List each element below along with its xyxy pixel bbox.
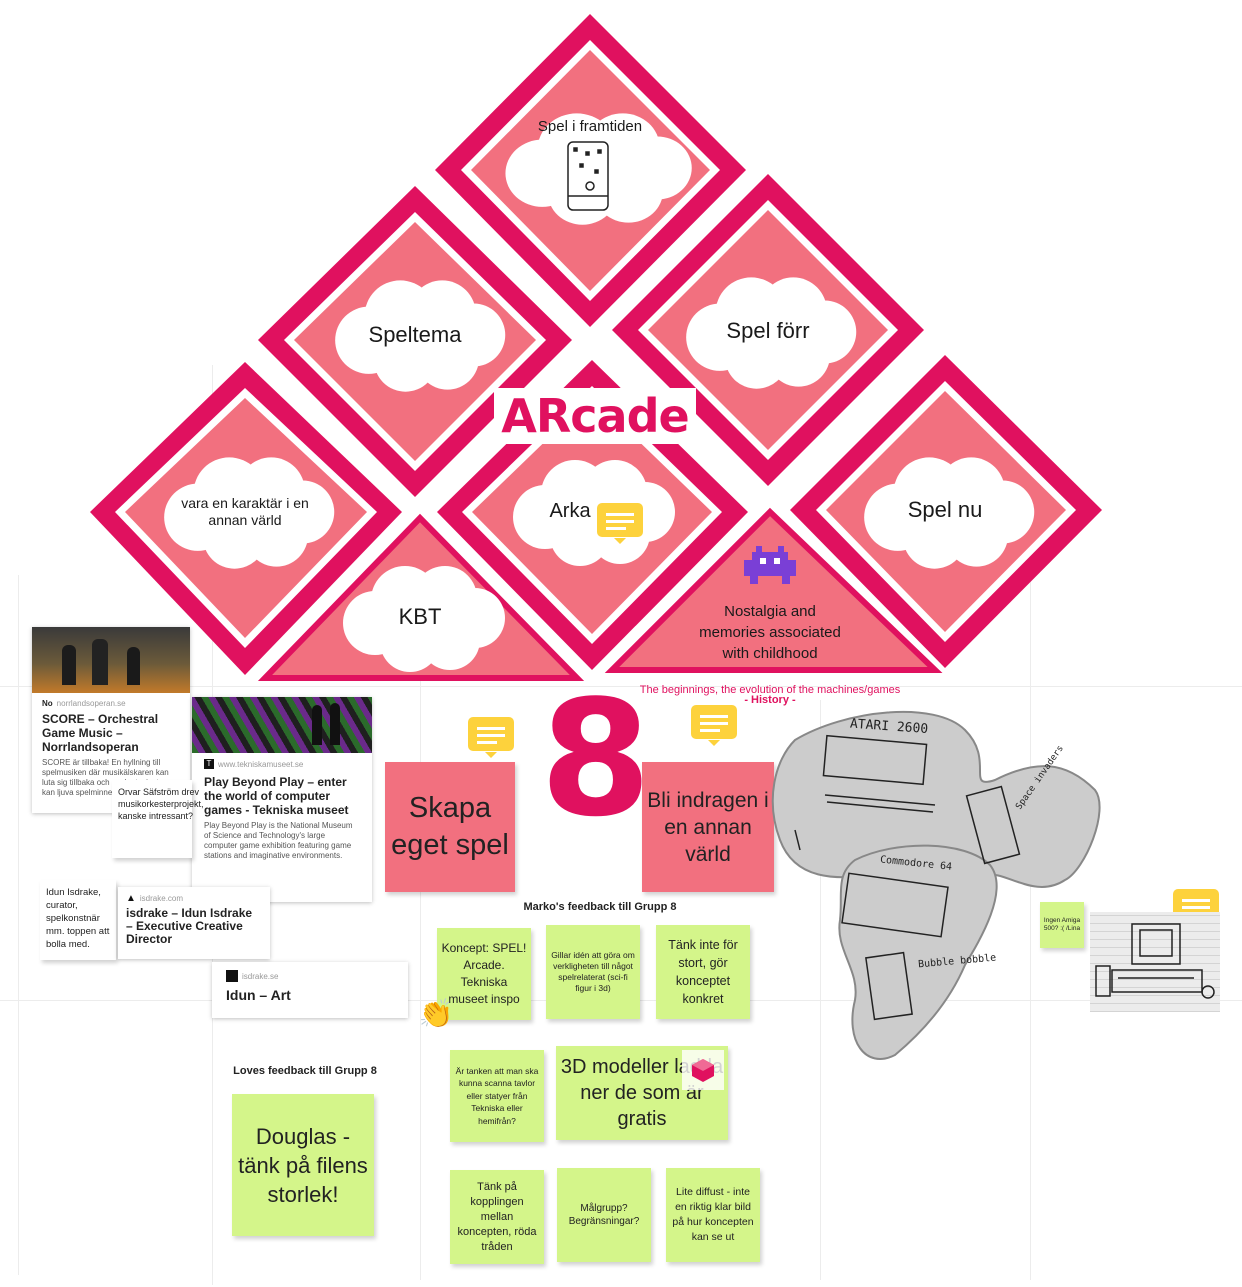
diamond-label-right: Spel förr bbox=[726, 318, 810, 343]
board-title[interactable]: ARcade bbox=[494, 388, 696, 444]
link-card-isdrake-se[interactable]: isdrake.se Idun – Art bbox=[212, 962, 408, 1018]
computer-sketch-icon bbox=[1095, 923, 1215, 999]
feedback-note-gillar[interactable]: Gillar idén att göra om verkligheten til… bbox=[546, 925, 640, 1019]
retro-consoles-sketch: ATARI 2600 Space invaders Commodore 64 B… bbox=[771, 710, 1101, 1060]
feedback-note-tank-pa[interactable]: Tänk på kopplingen mellan koncepten, röd… bbox=[450, 1170, 544, 1264]
feedback-note-douglas[interactable]: Douglas - tänk på filens storlek! bbox=[232, 1094, 374, 1236]
grid-line bbox=[18, 575, 19, 1275]
board-subtitle: The beginnings, the evolution of the mac… bbox=[639, 684, 901, 696]
retro-computer-image[interactable] bbox=[1090, 912, 1220, 1012]
diamond-pyramid bbox=[90, 14, 1102, 681]
sticky-note-orvar[interactable]: Orvar Säfström drev musikorkesterprojekt… bbox=[112, 780, 204, 858]
diamond-bottom-right[interactable] bbox=[604, 507, 943, 673]
diamond-label-top: Spel i framtiden bbox=[537, 118, 643, 135]
sticky-note-amiga[interactable]: Ingen Amiga 500? :( /Lina bbox=[1040, 902, 1084, 948]
diamond-label-left: Speltema bbox=[368, 322, 462, 347]
board-subtitle-tag: - History - bbox=[744, 694, 796, 706]
link-card-thumbnail bbox=[32, 627, 190, 693]
diamond-label-center: Arka bbox=[549, 500, 591, 522]
comment-icon[interactable] bbox=[465, 714, 517, 758]
cube-icon[interactable] bbox=[682, 1050, 724, 1090]
sketch-label-atari: ATARI 2600 bbox=[849, 717, 928, 737]
grid-line bbox=[0, 686, 1242, 687]
grid-line bbox=[820, 700, 821, 1280]
loves-feedback-title: Loves feedback till Grupp 8 bbox=[233, 1065, 377, 1077]
link-card-norrlandsoperan[interactable]: No norrlandsoperan.se SCORE – Orchestral … bbox=[32, 627, 190, 813]
link-card-title: isdrake – Idun Isdrake – Executive Creat… bbox=[126, 906, 253, 946]
link-card-description: Play Beyond Play is the National Museum … bbox=[204, 821, 353, 860]
feedback-note-koncept[interactable]: Koncept: SPEL! Arcade. Tekniska museet i… bbox=[437, 928, 531, 1020]
diamond-label-bottom-left: KBT bbox=[398, 604, 442, 629]
phone-sketch-icon bbox=[567, 141, 609, 211]
sticky-note-bli-indragen[interactable]: Bli indragen i en annan värld bbox=[642, 762, 774, 892]
sticky-note-idun[interactable]: Idun Isdrake, curator, spelkonstnär mm. … bbox=[40, 880, 116, 960]
link-card-title: SCORE – Orchestral Game Music – Norrland… bbox=[42, 712, 159, 754]
link-card-source: isdrake.se bbox=[226, 970, 394, 982]
feedback-note-tank-inte[interactable]: Tänk inte för stort, gör konceptet konkr… bbox=[656, 925, 750, 1019]
grid-line bbox=[1030, 580, 1031, 1280]
link-card-thumbnail bbox=[192, 697, 372, 753]
marko-feedback-title: Marko's feedback till Grupp 8 bbox=[523, 901, 677, 913]
link-card-source: No norrlandsoperan.se bbox=[42, 699, 126, 708]
comment-icon[interactable] bbox=[688, 702, 740, 746]
space-invader-icon bbox=[744, 546, 796, 584]
link-card-source: ▲ isdrake.com bbox=[126, 893, 184, 904]
link-card-title: Idun – Art bbox=[226, 987, 291, 1003]
feedback-note-ar-tanken[interactable]: Är tanken att man ska kunna scanna tavlo… bbox=[450, 1050, 544, 1142]
feedback-note-malgrupp[interactable]: Målgrupp? Begränsningar? bbox=[557, 1168, 651, 1262]
feedback-note-lite-diffust[interactable]: Lite diffust - inte en riktig klar bild … bbox=[666, 1168, 760, 1262]
diamond-label-bottom-right: Nostalgia and memories associated with c… bbox=[699, 603, 841, 662]
link-card-title: Play Beyond Play – enter the world of co… bbox=[204, 775, 349, 817]
clapping-hands-icon[interactable]: 👏 bbox=[418, 998, 454, 1029]
group-number: 8 bbox=[540, 665, 652, 852]
diamond-label-far-left: vara en karaktär i en annan värld bbox=[181, 495, 309, 528]
diamond-label-far-right: Spel nu bbox=[907, 497, 983, 522]
link-card-description: SCORE är tillbaka! En hyllning till spel… bbox=[42, 758, 169, 797]
grid-line bbox=[420, 580, 421, 1280]
link-card-isdrake-com[interactable]: ▲ isdrake.com isdrake – Idun Isdrake – Ex… bbox=[118, 887, 270, 959]
comment-icon[interactable] bbox=[594, 500, 646, 544]
sticky-note-skapa-eget-spel[interactable]: Skapa eget spel bbox=[385, 762, 515, 892]
